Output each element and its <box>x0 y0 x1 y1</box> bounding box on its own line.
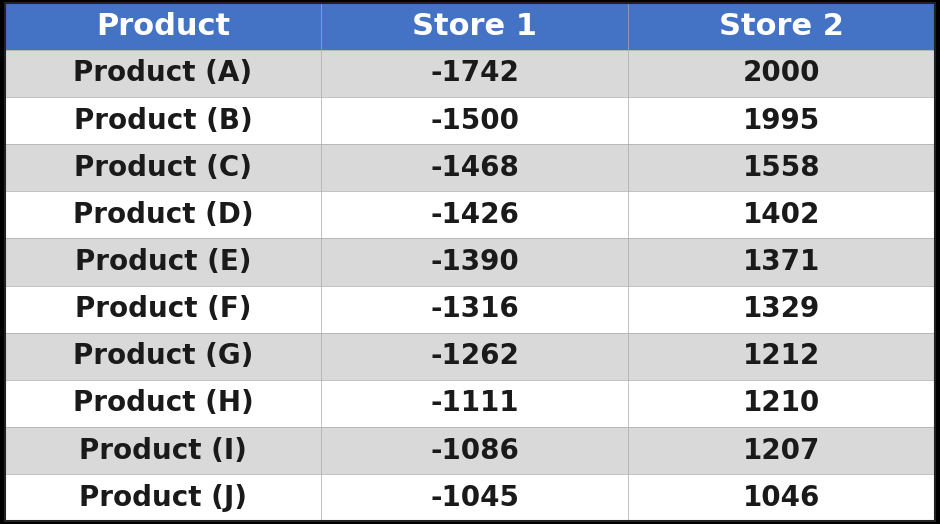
Text: 1402: 1402 <box>743 201 821 229</box>
Text: -1742: -1742 <box>431 59 519 88</box>
Bar <box>321 3 628 50</box>
Bar <box>628 333 935 380</box>
Bar <box>321 238 628 286</box>
Bar <box>628 3 935 50</box>
Bar <box>321 50 628 97</box>
Text: Store 2: Store 2 <box>719 12 844 41</box>
Bar <box>5 144 321 191</box>
Text: Product (I): Product (I) <box>79 436 247 465</box>
Text: Product (D): Product (D) <box>72 201 253 229</box>
Bar <box>321 144 628 191</box>
Text: Product (F): Product (F) <box>74 295 251 323</box>
Text: -1316: -1316 <box>431 295 519 323</box>
Text: 1329: 1329 <box>744 295 821 323</box>
Bar <box>5 333 321 380</box>
Bar <box>5 380 321 427</box>
Text: -1262: -1262 <box>431 342 519 370</box>
Bar <box>628 50 935 97</box>
Bar <box>321 97 628 144</box>
Bar <box>321 333 628 380</box>
Text: -1111: -1111 <box>431 389 519 418</box>
Bar <box>5 238 321 286</box>
Text: -1390: -1390 <box>431 248 519 276</box>
Bar <box>321 286 628 333</box>
Text: 1558: 1558 <box>743 154 821 182</box>
Text: 1995: 1995 <box>744 106 821 135</box>
Bar <box>321 474 628 521</box>
Bar <box>628 97 935 144</box>
Text: 1210: 1210 <box>744 389 821 418</box>
Text: Product (B): Product (B) <box>73 106 252 135</box>
Text: Product (C): Product (C) <box>74 154 252 182</box>
Text: -1500: -1500 <box>431 106 519 135</box>
Bar <box>628 427 935 474</box>
Bar <box>628 144 935 191</box>
Bar <box>5 191 321 238</box>
Text: Product (E): Product (E) <box>74 248 251 276</box>
Text: Store 1: Store 1 <box>412 12 537 41</box>
Text: 2000: 2000 <box>743 59 821 88</box>
Bar <box>5 474 321 521</box>
Bar <box>628 474 935 521</box>
Text: -1426: -1426 <box>431 201 519 229</box>
Bar <box>5 50 321 97</box>
Text: -1086: -1086 <box>431 436 519 465</box>
Text: 1046: 1046 <box>743 484 821 512</box>
Text: Product (A): Product (A) <box>73 59 253 88</box>
Text: -1045: -1045 <box>431 484 519 512</box>
Bar <box>5 97 321 144</box>
Text: Product (H): Product (H) <box>72 389 253 418</box>
Bar <box>628 191 935 238</box>
Text: Product (J): Product (J) <box>79 484 247 512</box>
Text: Product: Product <box>96 12 230 41</box>
Text: 1212: 1212 <box>744 342 821 370</box>
Bar <box>321 380 628 427</box>
Text: 1207: 1207 <box>743 436 821 465</box>
Bar <box>628 286 935 333</box>
Bar <box>5 427 321 474</box>
Bar <box>321 191 628 238</box>
Bar <box>5 286 321 333</box>
Bar <box>628 380 935 427</box>
Bar <box>628 238 935 286</box>
Text: -1468: -1468 <box>431 154 519 182</box>
Bar <box>5 3 321 50</box>
Bar <box>321 427 628 474</box>
Text: Product (G): Product (G) <box>72 342 253 370</box>
Text: 1371: 1371 <box>744 248 821 276</box>
